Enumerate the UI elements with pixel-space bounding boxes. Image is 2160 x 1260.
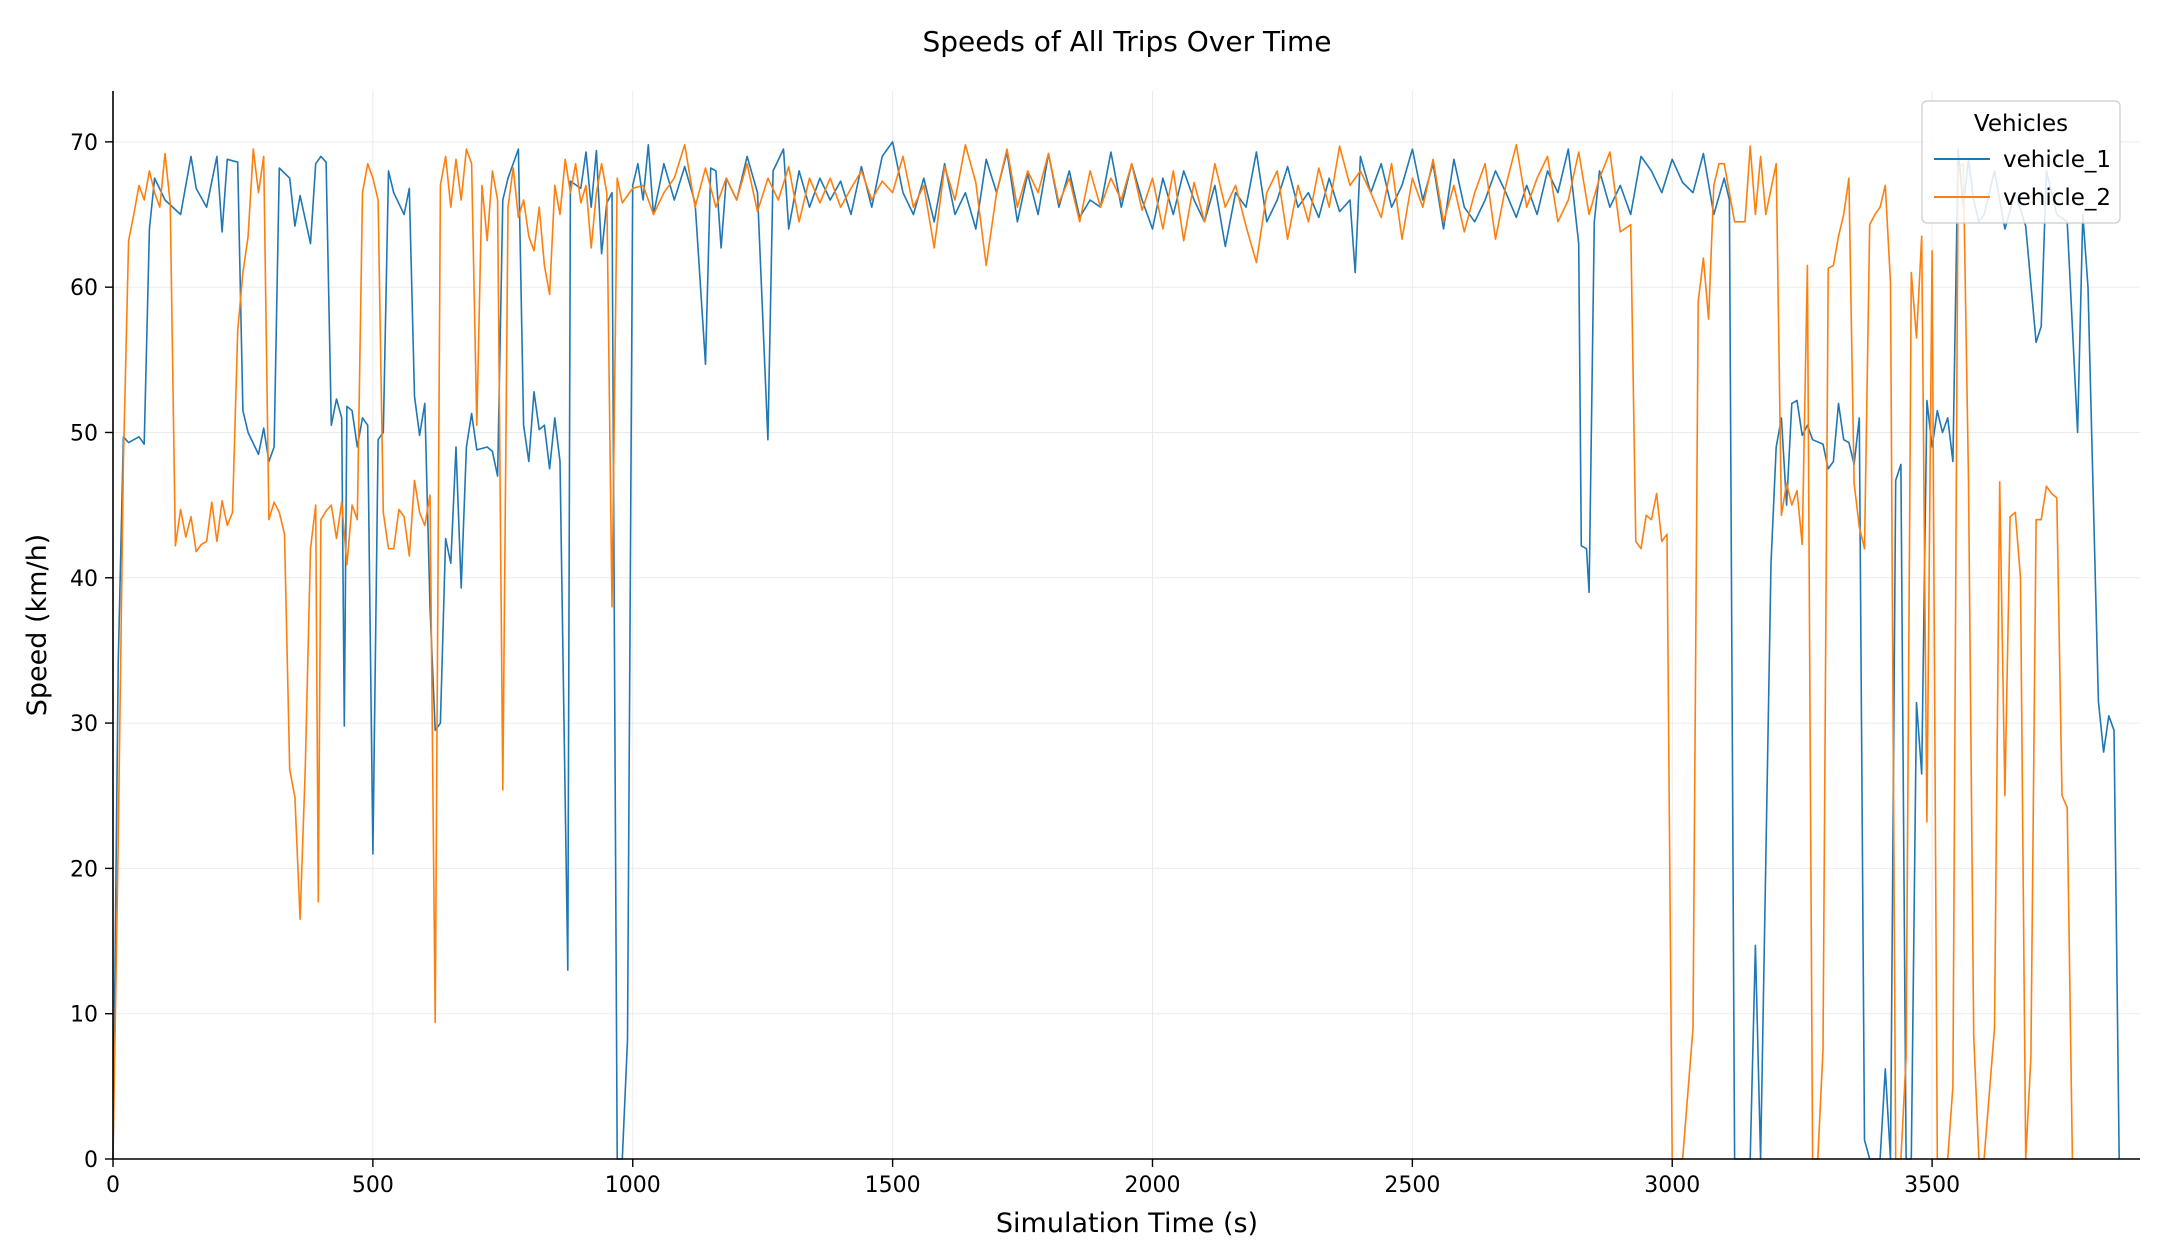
series-line-vehicle-1 xyxy=(112,141,2120,1160)
y-axis-title: Speed (km/h) xyxy=(22,534,53,716)
series-line-vehicle-2 xyxy=(112,144,2074,1160)
series-lines xyxy=(112,141,2120,1160)
x-tick-label: 2500 xyxy=(1384,1173,1440,1198)
y-tick-label: 50 xyxy=(70,421,98,446)
x-tick-label: 3500 xyxy=(1904,1173,1960,1198)
x-tick-label: 500 xyxy=(352,1173,394,1198)
x-axis-title: Simulation Time (s) xyxy=(996,1208,1258,1239)
y-tick-label: 60 xyxy=(70,276,98,301)
legend-title: Vehicles xyxy=(1974,111,2068,137)
legend: Vehicles vehicle_1 vehicle_2 xyxy=(1921,100,2121,224)
axes xyxy=(112,91,2140,1160)
x-tick-label: 0 xyxy=(106,1173,120,1198)
x-tick-label: 1500 xyxy=(865,1173,921,1198)
y-tick-label: 70 xyxy=(70,131,98,156)
chart-title: Speeds of All Trips Over Time xyxy=(922,25,1331,58)
y-ticks: 0 10 20 30 40 50 60 70 xyxy=(70,131,113,1173)
y-tick-label: 0 xyxy=(84,1148,98,1173)
legend-box xyxy=(1921,100,2121,224)
x-tick-label: 3000 xyxy=(1644,1173,1700,1198)
y-tick-label: 10 xyxy=(70,1003,98,1028)
x-tick-label: 1000 xyxy=(605,1173,661,1198)
y-tick-label: 20 xyxy=(70,857,98,882)
x-ticks: 0 500 1000 1500 2000 2500 3000 3500 xyxy=(106,1159,1960,1198)
legend-label-vehicle-1: vehicle_1 xyxy=(2003,147,2111,173)
y-tick-label: 40 xyxy=(70,567,98,592)
y-tick-label: 30 xyxy=(70,712,98,737)
x-tick-label: 2000 xyxy=(1124,1173,1180,1198)
legend-label-vehicle-2: vehicle_2 xyxy=(2003,185,2111,211)
